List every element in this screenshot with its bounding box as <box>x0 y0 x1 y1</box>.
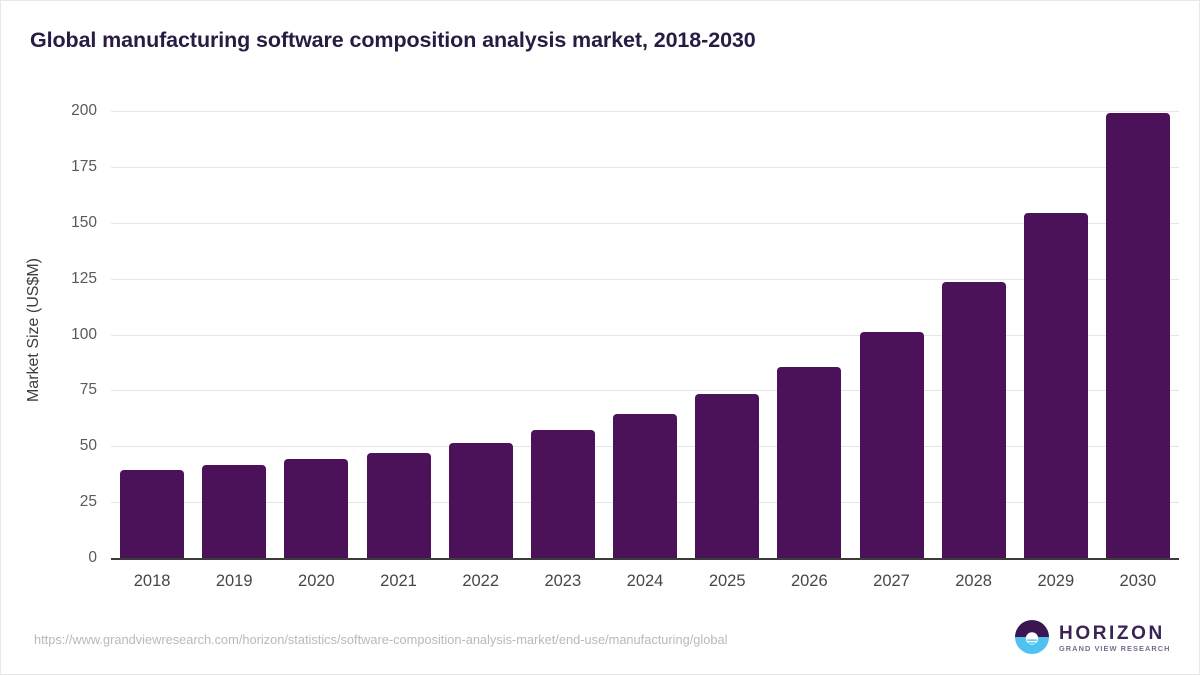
horizon-logo[interactable]: HORIZON GRAND VIEW RESEARCH <box>1014 619 1171 659</box>
y-axis-tick-label: 50 <box>79 437 97 455</box>
bar[interactable] <box>695 394 760 558</box>
bar[interactable] <box>1023 212 1088 558</box>
x-axis-tick-label: 2019 <box>215 572 253 590</box>
y-axis-tick-label: 125 <box>71 269 97 287</box>
gridline <box>111 334 1179 336</box>
bar[interactable] <box>941 281 1006 558</box>
y-axis-tick-label: 75 <box>79 381 97 399</box>
x-axis-tick-label: 2028 <box>955 572 992 590</box>
bar[interactable] <box>202 464 267 558</box>
y-axis-tick-label: 25 <box>79 493 97 511</box>
gridline <box>111 222 1179 224</box>
bar[interactable] <box>284 459 349 558</box>
y-axis-title: Market Size (US$M) <box>25 257 42 403</box>
bar[interactable] <box>777 367 842 558</box>
bar[interactable] <box>1105 112 1170 558</box>
plot-area <box>111 111 1179 558</box>
y-axis-tick-label: 100 <box>71 325 97 343</box>
x-axis-tick-label: 2027 <box>873 572 910 590</box>
x-axis-tick-label: 2026 <box>790 572 828 590</box>
x-axis-tick-label: 2025 <box>708 572 746 590</box>
horizon-logo-text: HORIZON GRAND VIEW RESEARCH <box>1059 624 1171 654</box>
source-url[interactable]: https://www.grandviewresearch.com/horizo… <box>34 632 728 647</box>
page-title: Global manufacturing software compositio… <box>30 28 756 52</box>
y-axis-tick-label: 0 <box>88 549 97 566</box>
bar[interactable] <box>859 331 924 558</box>
x-axis-tick-label: 2018 <box>133 572 171 590</box>
x-axis-tick-label: 2022 <box>462 572 500 590</box>
x-axis-tick-label: 2030 <box>1119 572 1157 590</box>
y-axis-tick-label: 200 <box>71 102 97 119</box>
x-axis-tick-label: 2029 <box>1037 572 1075 590</box>
x-axis-tick-label: 2024 <box>626 572 664 590</box>
gridline <box>111 111 1179 112</box>
logo-tagline: GRAND VIEW RESEARCH <box>1059 644 1171 653</box>
bar[interactable] <box>366 453 431 558</box>
bar[interactable] <box>120 470 185 558</box>
x-axis-tick-label: 2020 <box>298 572 335 590</box>
y-axis-tick-labels: 0 25 50 75 100 125 150 175 200 <box>47 1 97 676</box>
bar[interactable] <box>448 442 513 558</box>
gridline <box>111 166 1179 168</box>
gridline <box>111 278 1179 280</box>
bar[interactable] <box>530 429 595 558</box>
x-axis-tick-label: 2023 <box>544 572 582 590</box>
gridline <box>111 390 1179 392</box>
x-axis-tick-label: 2021 <box>380 572 417 590</box>
x-axis-line <box>111 558 1179 560</box>
logo-wordmark: HORIZON <box>1059 623 1165 644</box>
horizon-logo-icon <box>1014 619 1050 660</box>
y-axis-tick-label: 150 <box>71 213 97 231</box>
y-axis-tick-label: 175 <box>71 157 97 175</box>
bar[interactable] <box>613 413 677 558</box>
